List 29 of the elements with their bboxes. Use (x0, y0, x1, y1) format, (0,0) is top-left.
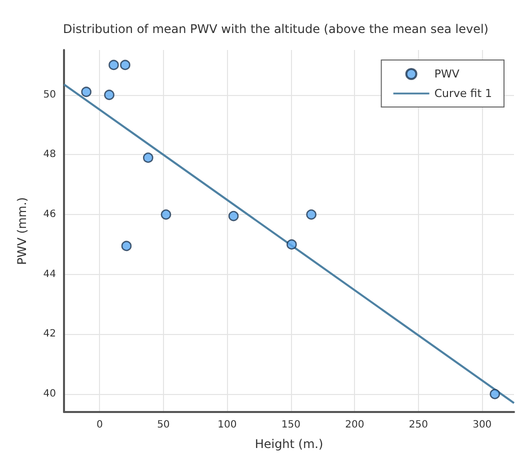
x-tick-label: 250 (408, 420, 428, 430)
y-axis-title: PWV (mm.) (15, 197, 29, 265)
x-tick-label: 300 (472, 420, 492, 430)
x-tick-label: 200 (345, 420, 364, 430)
point (490, 388, 500, 400)
x-tick-label: 0 (96, 420, 103, 430)
y-tick-label: 42 (43, 328, 56, 340)
point (160, 209, 172, 220)
y-tick-label: 48 (43, 149, 56, 160)
legend-label: Curve fit 1 (434, 87, 492, 100)
y-tick-label: 40 (43, 388, 56, 400)
y-tick-label: 50 (43, 89, 56, 100)
x-tick-label: 100 (218, 420, 237, 430)
point (228, 210, 239, 222)
point (142, 152, 154, 163)
y-tick-label: 44 (43, 268, 56, 280)
point (121, 240, 132, 252)
point (120, 60, 130, 70)
x-axis-title: Height (m.) (254, 437, 324, 451)
legend-label: PWV (434, 68, 460, 80)
x-tick-label: 50 (157, 420, 170, 430)
x-tick-label: 150 (281, 420, 300, 430)
y-tick-label: 46 (43, 209, 56, 220)
point (286, 239, 297, 250)
chart-title: Distribution of mean PWV with the altitude (above the mean sea level) (63, 22, 488, 36)
point (306, 209, 316, 220)
point (104, 90, 114, 100)
point (81, 86, 92, 98)
point (108, 60, 119, 70)
